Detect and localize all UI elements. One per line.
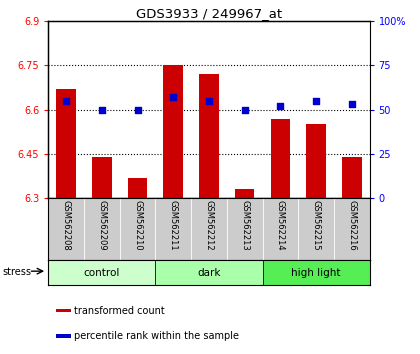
Text: transformed count: transformed count [74, 306, 165, 315]
Bar [306, 125, 326, 198]
Text: GSM562214: GSM562214 [276, 200, 285, 251]
Text: GSM562215: GSM562215 [312, 200, 320, 251]
Bar [56, 309, 71, 312]
Text: GSM562209: GSM562209 [97, 200, 106, 251]
Bar [270, 119, 290, 198]
Bar [48, 260, 155, 285]
Text: GSM562210: GSM562210 [133, 200, 142, 251]
Text: high light: high light [291, 268, 341, 278]
Text: control: control [84, 268, 120, 278]
Point [349, 102, 355, 107]
Point [206, 98, 212, 104]
Bar [128, 178, 147, 198]
Point [98, 107, 105, 113]
Text: GSM562216: GSM562216 [347, 200, 356, 251]
Bar [163, 65, 183, 198]
Bar [262, 260, 370, 285]
Text: GSM562208: GSM562208 [62, 200, 71, 251]
Bar [56, 89, 76, 198]
Text: dark: dark [197, 268, 220, 278]
Bar [199, 74, 219, 198]
Bar [92, 157, 112, 198]
Bar [155, 260, 262, 285]
Point [63, 98, 70, 104]
Text: GSM562212: GSM562212 [205, 200, 213, 251]
Bar [56, 335, 71, 338]
Point [170, 95, 177, 100]
Bar [342, 157, 362, 198]
Point [241, 107, 248, 113]
Text: GSM562211: GSM562211 [169, 200, 178, 251]
Text: GSM562213: GSM562213 [240, 200, 249, 251]
Point [134, 107, 141, 113]
Text: stress: stress [2, 267, 31, 277]
Text: percentile rank within the sample: percentile rank within the sample [74, 331, 239, 341]
Title: GDS3933 / 249967_at: GDS3933 / 249967_at [136, 7, 282, 20]
Bar [235, 189, 255, 198]
Point [312, 98, 319, 104]
Point [277, 103, 284, 109]
